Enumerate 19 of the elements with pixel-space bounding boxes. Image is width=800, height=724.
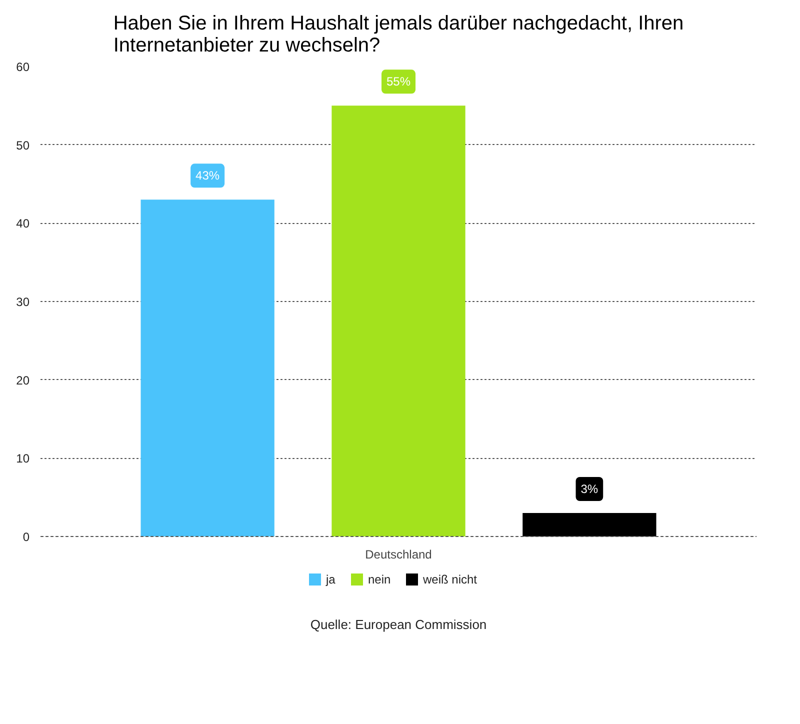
data-label: 43% (196, 168, 220, 183)
y-tick-label: 50 (16, 138, 30, 152)
legend-label: nein (368, 572, 391, 586)
data-label: 55% (386, 74, 411, 89)
y-tick-label: 40 (16, 216, 30, 231)
legend-label: ja (325, 572, 336, 586)
bar (522, 513, 656, 536)
chart-title: Haben Sie in Ihrem Haushalt jemals darüber nachgedacht, Ihren Internetanbieter zu wechseln? (113, 12, 684, 56)
y-tick-label: 0 (22, 530, 30, 544)
y-tick-label: 30 (16, 295, 30, 309)
legend-label: weiß nicht (422, 572, 478, 586)
bar (332, 106, 466, 536)
data-label: 3% (580, 482, 598, 496)
x-tick-label: Deutschland (365, 548, 432, 562)
bar (140, 200, 274, 536)
source-note: Quelle: European Commission (310, 617, 487, 632)
y-tick-label: 10 (16, 452, 30, 466)
y-tick-label: 60 (16, 60, 30, 74)
y-tick-label: 20 (16, 373, 30, 388)
